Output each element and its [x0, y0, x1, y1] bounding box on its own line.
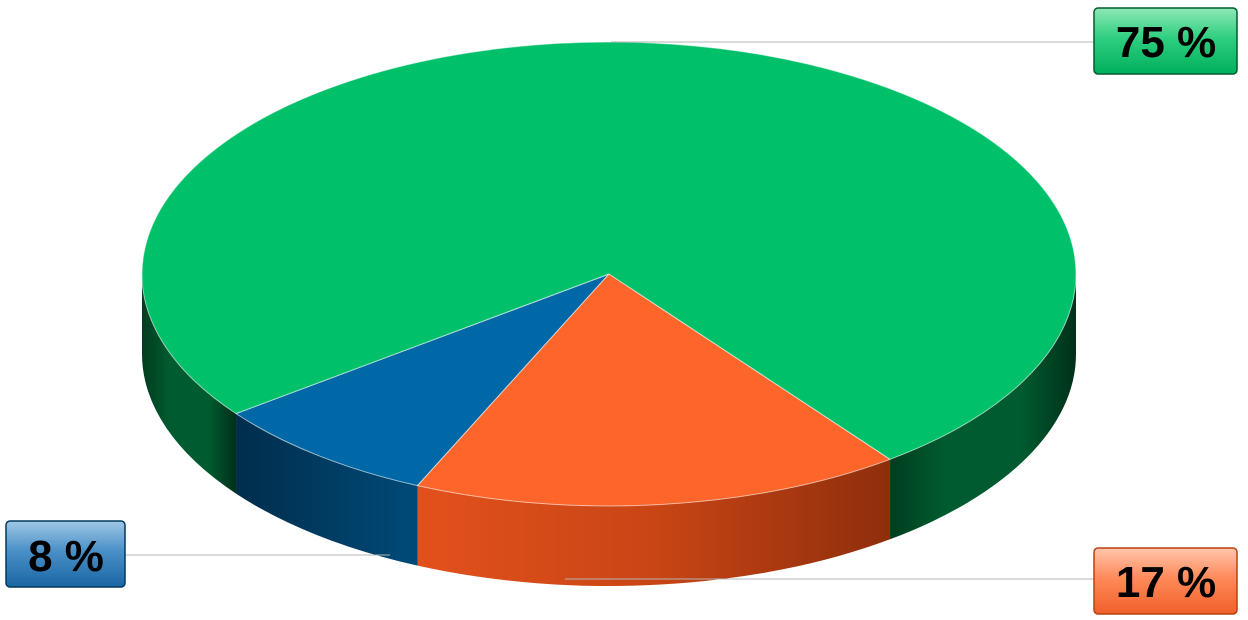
data-label-0: 75 %	[1116, 18, 1216, 67]
data-label-box-0	[1093, 7, 1238, 75]
pie-side-1	[417, 459, 891, 586]
data-label-1: 17 %	[1116, 558, 1216, 607]
data-label-box-1	[1093, 547, 1238, 615]
data-label-box-2	[5, 520, 126, 588]
pie-slice-2	[234, 273, 610, 487]
pie-side-2	[236, 413, 418, 566]
pie-side-0	[142, 274, 237, 494]
pie-side-0	[890, 274, 1076, 540]
data-label-2: 8 %	[28, 532, 104, 581]
pie-slice-0	[141, 41, 1077, 460]
pie-slice-1	[416, 273, 892, 507]
